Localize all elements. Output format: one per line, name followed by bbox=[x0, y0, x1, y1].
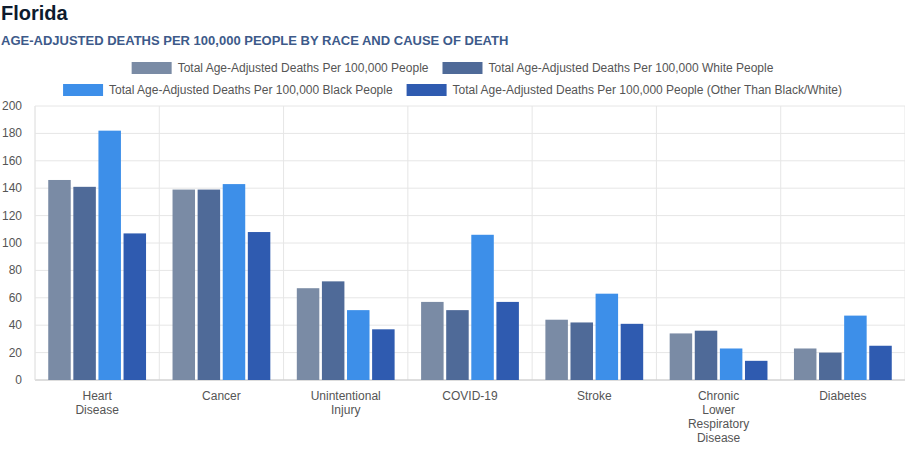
bar[interactable] bbox=[745, 361, 768, 380]
bar[interactable] bbox=[198, 190, 221, 380]
grid-line bbox=[35, 380, 905, 381]
y-axis bbox=[35, 106, 36, 380]
bar[interactable] bbox=[297, 288, 320, 380]
x-tick-label: Cancer bbox=[202, 389, 241, 403]
legend: Total Age-Adjusted Deaths Per 100,000 Pe… bbox=[63, 61, 842, 97]
x-tick-label: Diabetes bbox=[819, 389, 866, 403]
subtitle: AGE-ADJUSTED DEATHS PER 100,000 PEOPLE B… bbox=[1, 33, 508, 48]
y-tick-label: 200 bbox=[2, 99, 22, 113]
grid-line bbox=[35, 160, 905, 161]
x-tick-label: ChronicLowerRespiratoryDisease bbox=[688, 389, 749, 445]
grid-line-vertical bbox=[532, 106, 533, 380]
y-tick-label: 40 bbox=[9, 318, 23, 332]
bar[interactable] bbox=[446, 310, 469, 380]
grid-line bbox=[35, 325, 905, 326]
y-tick-label: 0 bbox=[15, 373, 22, 387]
grid-line-vertical bbox=[283, 106, 284, 380]
bar[interactable] bbox=[621, 324, 644, 380]
legend-item[interactable]: Total Age-Adjusted Deaths Per 100,000 Pe… bbox=[132, 61, 429, 75]
bar[interactable] bbox=[570, 322, 593, 380]
bar[interactable] bbox=[48, 180, 71, 380]
grid-line-vertical bbox=[407, 106, 408, 380]
legend-label: Total Age-Adjusted Deaths Per 100,000 Pe… bbox=[178, 61, 429, 75]
x-tick-label: UnintentionalInjury bbox=[311, 389, 381, 417]
x-tick-label: HeartDisease bbox=[75, 389, 119, 417]
bar[interactable] bbox=[173, 190, 196, 380]
legend-label: Total Age-Adjusted Deaths Per 100,000 Pe… bbox=[453, 83, 842, 97]
bar[interactable] bbox=[98, 131, 121, 380]
bars bbox=[48, 131, 892, 380]
y-tick-label: 140 bbox=[2, 181, 22, 195]
y-tick-label: 80 bbox=[9, 263, 23, 277]
grid-line bbox=[35, 133, 905, 134]
legend-item[interactable]: Total Age-Adjusted Deaths Per 100,000 Bl… bbox=[63, 83, 393, 97]
legend-swatch bbox=[407, 84, 447, 96]
grid-line bbox=[35, 215, 905, 216]
x-axis bbox=[35, 380, 905, 381]
y-tick-label: 180 bbox=[2, 126, 22, 140]
chart: Florida AGE-ADJUSTED DEATHS PER 100,000 P… bbox=[0, 0, 905, 452]
grid-line bbox=[35, 188, 905, 189]
legend-item[interactable]: Total Age-Adjusted Deaths Per 100,000 Wh… bbox=[442, 61, 773, 75]
grid-line bbox=[35, 352, 905, 353]
legend-item[interactable]: Total Age-Adjusted Deaths Per 100,000 Pe… bbox=[407, 83, 842, 97]
y-tick-label: 20 bbox=[9, 346, 23, 360]
y-tick-label: 120 bbox=[2, 209, 22, 223]
title: Florida bbox=[1, 2, 69, 24]
bar[interactable] bbox=[794, 348, 817, 380]
x-tick-label: Stroke bbox=[577, 389, 612, 403]
bar[interactable] bbox=[372, 329, 395, 380]
legend-label: Total Age-Adjusted Deaths Per 100,000 Wh… bbox=[488, 61, 773, 75]
grid-line-vertical bbox=[35, 106, 36, 380]
bar[interactable] bbox=[695, 331, 718, 380]
bar[interactable] bbox=[596, 294, 619, 380]
grid-line-vertical bbox=[656, 106, 657, 380]
bar[interactable] bbox=[347, 310, 370, 380]
x-tick-label: COVID-19 bbox=[442, 389, 498, 403]
bar[interactable] bbox=[223, 184, 246, 380]
bar[interactable] bbox=[248, 232, 270, 380]
grid-line-vertical bbox=[780, 106, 781, 380]
legend-swatch bbox=[442, 62, 482, 74]
grid-line bbox=[35, 270, 905, 271]
y-tick-label: 160 bbox=[2, 154, 22, 168]
bar[interactable] bbox=[421, 302, 444, 380]
grid bbox=[35, 106, 905, 380]
bar[interactable] bbox=[545, 320, 568, 380]
bar[interactable] bbox=[124, 233, 146, 380]
legend-swatch bbox=[63, 84, 103, 96]
grid-line bbox=[35, 243, 905, 244]
bar[interactable] bbox=[819, 353, 842, 380]
bar[interactable] bbox=[869, 346, 892, 380]
y-tick-label: 100 bbox=[2, 236, 22, 250]
bar[interactable] bbox=[322, 281, 345, 380]
legend-swatch bbox=[132, 62, 172, 74]
bar[interactable] bbox=[73, 187, 96, 380]
grid-line bbox=[35, 297, 905, 298]
bar[interactable] bbox=[471, 235, 494, 380]
bar[interactable] bbox=[720, 348, 743, 380]
grid-line bbox=[35, 106, 905, 107]
legend-label: Total Age-Adjusted Deaths Per 100,000 Bl… bbox=[109, 83, 393, 97]
y-tick-label: 60 bbox=[9, 291, 23, 305]
bar[interactable] bbox=[844, 316, 867, 380]
bar[interactable] bbox=[670, 333, 693, 380]
bar[interactable] bbox=[496, 302, 519, 380]
grid-line-vertical bbox=[159, 106, 160, 380]
